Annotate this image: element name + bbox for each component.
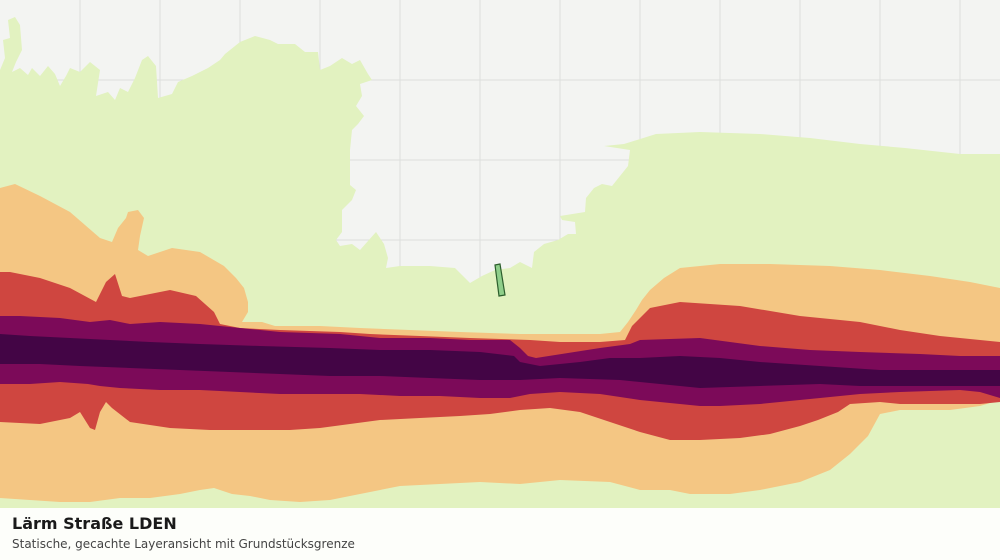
map-caption: Lärm Straße LDEN Statische, gecachte Lay… <box>0 508 1000 560</box>
parcel-boundary[interactable] <box>494 263 506 297</box>
map-subtitle: Statische, gecachte Layeransicht mit Gru… <box>12 537 355 551</box>
map-title: Lärm Straße LDEN <box>12 514 177 533</box>
noise-zone-band-4 <box>0 334 1000 388</box>
edge-patches <box>950 486 1000 508</box>
